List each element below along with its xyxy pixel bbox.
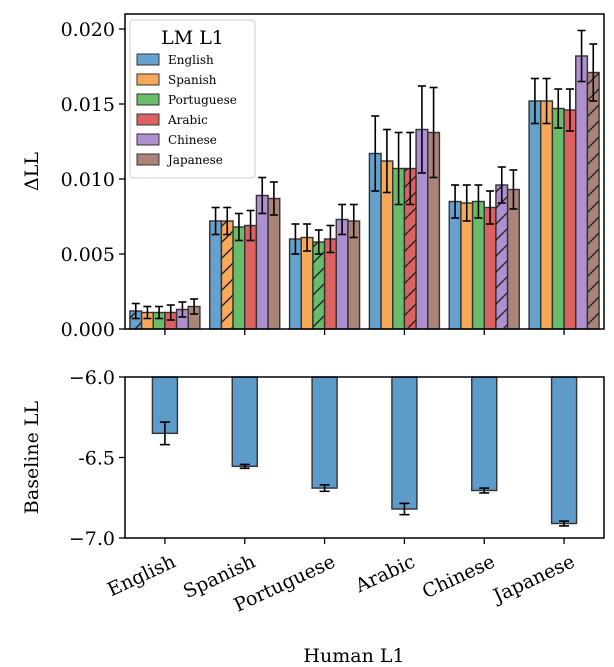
legend-label-portuguese: Portuguese bbox=[168, 93, 237, 107]
bar-japanese-chinese bbox=[506, 188, 520, 330]
bar-portuguese-chinese bbox=[471, 200, 485, 330]
x-tick-label-chinese: Chinese bbox=[419, 551, 498, 604]
y-tick-label: 0.020 bbox=[61, 19, 115, 41]
y-tick-label: 0.015 bbox=[61, 94, 115, 116]
y-tick-label: −7.0 bbox=[69, 528, 115, 550]
hatch-matching-l1 bbox=[587, 72, 600, 329]
baseline-bar-spanish bbox=[231, 376, 258, 468]
y-tick-label: -6.5 bbox=[78, 448, 115, 470]
legend-swatch-spanish bbox=[136, 73, 160, 86]
y-axis-title: ΔLL bbox=[21, 152, 43, 191]
hatch-matching-l1 bbox=[495, 185, 508, 329]
legend-swatch-japanese bbox=[136, 153, 160, 166]
legend-title: LM L1 bbox=[161, 27, 224, 49]
bar-portuguese-spanish bbox=[232, 226, 246, 330]
bar-portuguese-japanese bbox=[551, 107, 565, 330]
legend-label-japanese: Japanese bbox=[166, 153, 223, 167]
delta-ll-panel: 0.000 0.005 0.010 0.015 0.020 ΔLL LM L1 English… bbox=[21, 13, 605, 341]
y-axis-title: Baseline LL bbox=[21, 401, 43, 515]
bar-english-spanish bbox=[209, 220, 223, 330]
x-tick-label-japanese: Japanese bbox=[488, 551, 578, 609]
x-axis-title: Human L1 bbox=[303, 645, 404, 667]
baseline-bar-portuguese bbox=[311, 376, 338, 489]
hatch-matching-l1 bbox=[221, 221, 234, 329]
legend bbox=[129, 19, 256, 179]
legend-label-chinese: Chinese bbox=[168, 133, 217, 147]
bar-chinese-portuguese bbox=[335, 218, 349, 330]
legend-label-arabic: Arabic bbox=[167, 113, 208, 127]
x-tick-label-arabic: Arabic bbox=[351, 551, 418, 598]
bar-english-chinese bbox=[448, 200, 462, 330]
y-tick-label: 0.005 bbox=[61, 244, 115, 266]
plot-frame bbox=[124, 13, 605, 330]
hatch-matching-l1 bbox=[129, 311, 142, 329]
bar-arabic-chinese bbox=[483, 206, 497, 330]
y-tick-label: 0.000 bbox=[61, 319, 115, 341]
hatch-matching-l1 bbox=[312, 242, 325, 329]
x-tick-label-english: English bbox=[104, 551, 179, 602]
baseline-ll-panel: −6.0 -6.5 −7.0 Baseline LL bbox=[21, 367, 605, 550]
legend-label-english: English bbox=[168, 53, 214, 67]
legend-label-spanish: Spanish bbox=[168, 73, 217, 87]
plot-frame bbox=[124, 376, 605, 539]
legend-swatch-portuguese bbox=[136, 93, 160, 106]
bar-spanish-japanese bbox=[540, 100, 554, 330]
legend-swatch-arabic bbox=[136, 113, 160, 126]
y-tick-label: −6.0 bbox=[69, 367, 115, 389]
hatch-matching-l1 bbox=[404, 168, 417, 329]
legend-swatch-chinese bbox=[136, 133, 160, 146]
baseline-bar-arabic bbox=[391, 376, 418, 510]
baseline-bar-chinese bbox=[471, 376, 498, 492]
bar-chinese-japanese bbox=[575, 55, 589, 330]
y-tick-label: 0.010 bbox=[61, 169, 115, 191]
bar-english-japanese bbox=[528, 100, 542, 330]
bar-chinese-spanish bbox=[255, 194, 269, 330]
baseline-bar-japanese bbox=[550, 376, 578, 525]
bar-japanese-spanish bbox=[267, 197, 281, 330]
legend-swatch-english bbox=[136, 53, 160, 66]
bar-spanish-chinese bbox=[460, 202, 474, 330]
bar-arabic-japanese bbox=[563, 109, 577, 330]
